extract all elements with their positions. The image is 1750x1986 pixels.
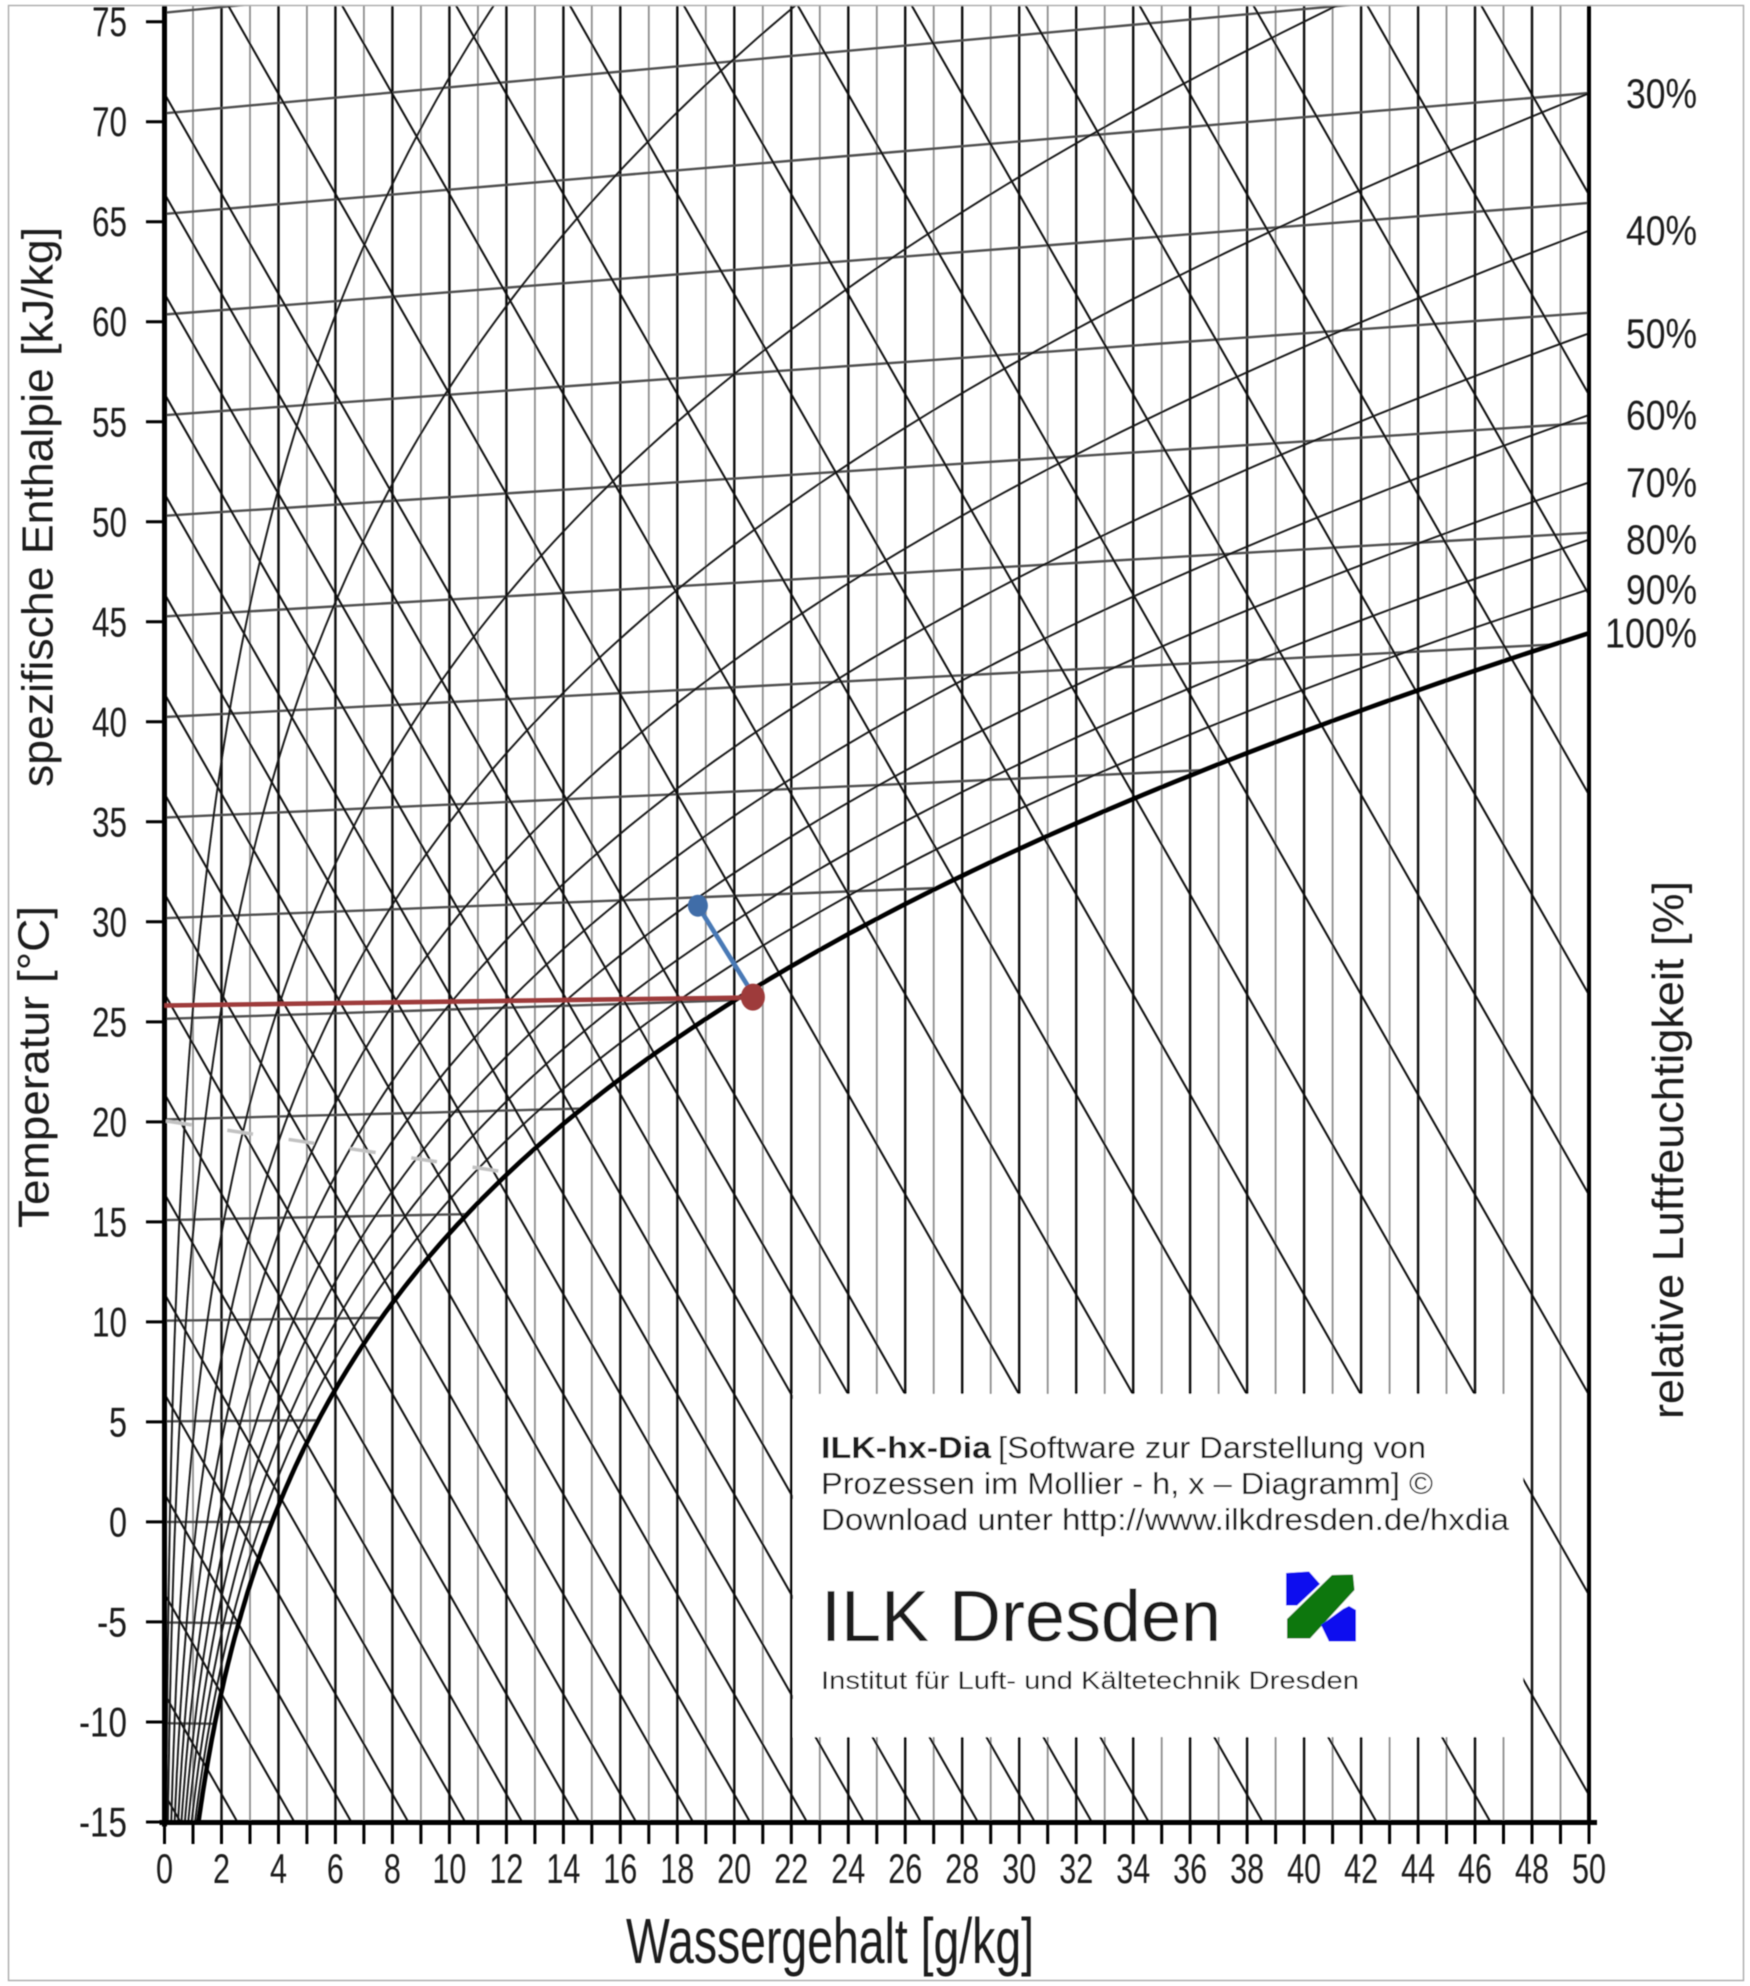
svg-text:10: 10 [92, 1298, 127, 1345]
svg-text:35: 35 [92, 798, 127, 845]
svg-text:4: 4 [270, 1845, 287, 1892]
svg-text:26: 26 [888, 1845, 922, 1892]
svg-text:70%: 70% [1626, 459, 1697, 506]
svg-text:46: 46 [1458, 1845, 1492, 1892]
svg-text:Institut für Luft- und Kältete: Institut für Luft- und Kältetechnik Dres… [821, 1667, 1359, 1695]
svg-text:40: 40 [92, 698, 127, 745]
svg-text:ILK-hx-Dia: ILK-hx-Dia [821, 1430, 992, 1465]
svg-text:0: 0 [156, 1845, 173, 1892]
svg-text:5: 5 [109, 1398, 127, 1445]
svg-text:ILK Dresden: ILK Dresden [821, 1577, 1221, 1657]
svg-text:10: 10 [432, 1845, 466, 1892]
svg-text:20: 20 [92, 1098, 127, 1145]
svg-text:36: 36 [1173, 1845, 1207, 1892]
svg-text:Download unter http://www.ilkd: Download unter http://www.ilkdresden.de/… [821, 1502, 1510, 1537]
svg-text:12: 12 [489, 1845, 523, 1892]
svg-text:-5: -5 [97, 1598, 127, 1645]
svg-text:50%: 50% [1626, 310, 1697, 357]
svg-text:Wassergehalt [g/kg]: Wassergehalt [g/kg] [626, 1905, 1034, 1977]
svg-text:[Software zur Darstellung von: [Software zur Darstellung von [998, 1430, 1426, 1465]
svg-text:48: 48 [1515, 1845, 1549, 1892]
svg-text:spezifische Enthalpie [kJ/kg]: spezifische Enthalpie [kJ/kg] [14, 227, 63, 787]
svg-text:42: 42 [1344, 1845, 1378, 1892]
svg-text:0: 0 [109, 1498, 127, 1545]
svg-text:44: 44 [1401, 1845, 1435, 1892]
svg-text:65: 65 [92, 198, 127, 245]
svg-text:20: 20 [717, 1845, 751, 1892]
svg-text:75: 75 [92, 0, 127, 45]
svg-text:25: 25 [92, 998, 127, 1045]
svg-text:40%: 40% [1626, 207, 1697, 254]
svg-text:32: 32 [1059, 1845, 1093, 1892]
svg-text:50: 50 [92, 498, 127, 545]
svg-text:16: 16 [603, 1845, 637, 1892]
svg-text:14: 14 [546, 1845, 580, 1892]
svg-text:30: 30 [1002, 1845, 1036, 1892]
svg-text:relative Luftfeuchtigkeit [%]: relative Luftfeuchtigkeit [%] [1644, 881, 1693, 1419]
svg-text:38: 38 [1230, 1845, 1264, 1892]
svg-text:30: 30 [92, 898, 127, 945]
svg-text:15: 15 [92, 1198, 127, 1245]
svg-text:24: 24 [831, 1845, 865, 1892]
svg-text:6: 6 [327, 1845, 344, 1892]
svg-text:60: 60 [92, 298, 127, 345]
svg-text:8: 8 [384, 1845, 401, 1892]
svg-text:60%: 60% [1626, 392, 1697, 439]
svg-text:Temperatur [°C]: Temperatur [°C] [10, 906, 59, 1228]
svg-text:50: 50 [1572, 1845, 1606, 1892]
svg-text:100%: 100% [1605, 610, 1697, 657]
svg-text:34: 34 [1116, 1845, 1150, 1892]
svg-text:18: 18 [660, 1845, 694, 1892]
svg-text:2: 2 [213, 1845, 230, 1892]
svg-text:80%: 80% [1626, 516, 1697, 563]
svg-text:90%: 90% [1626, 566, 1697, 613]
svg-text:40: 40 [1287, 1845, 1321, 1892]
svg-text:-15: -15 [79, 1799, 127, 1846]
svg-text:22: 22 [774, 1845, 808, 1892]
svg-text:30%: 30% [1626, 70, 1697, 117]
svg-text:45: 45 [92, 598, 127, 645]
svg-text:Prozessen im Mollier - h, x –: Prozessen im Mollier - h, x – Diagramm] … [821, 1466, 1433, 1501]
svg-text:70: 70 [92, 98, 127, 145]
svg-text:28: 28 [945, 1845, 979, 1892]
svg-text:55: 55 [92, 398, 127, 445]
svg-text:-10: -10 [79, 1699, 127, 1746]
